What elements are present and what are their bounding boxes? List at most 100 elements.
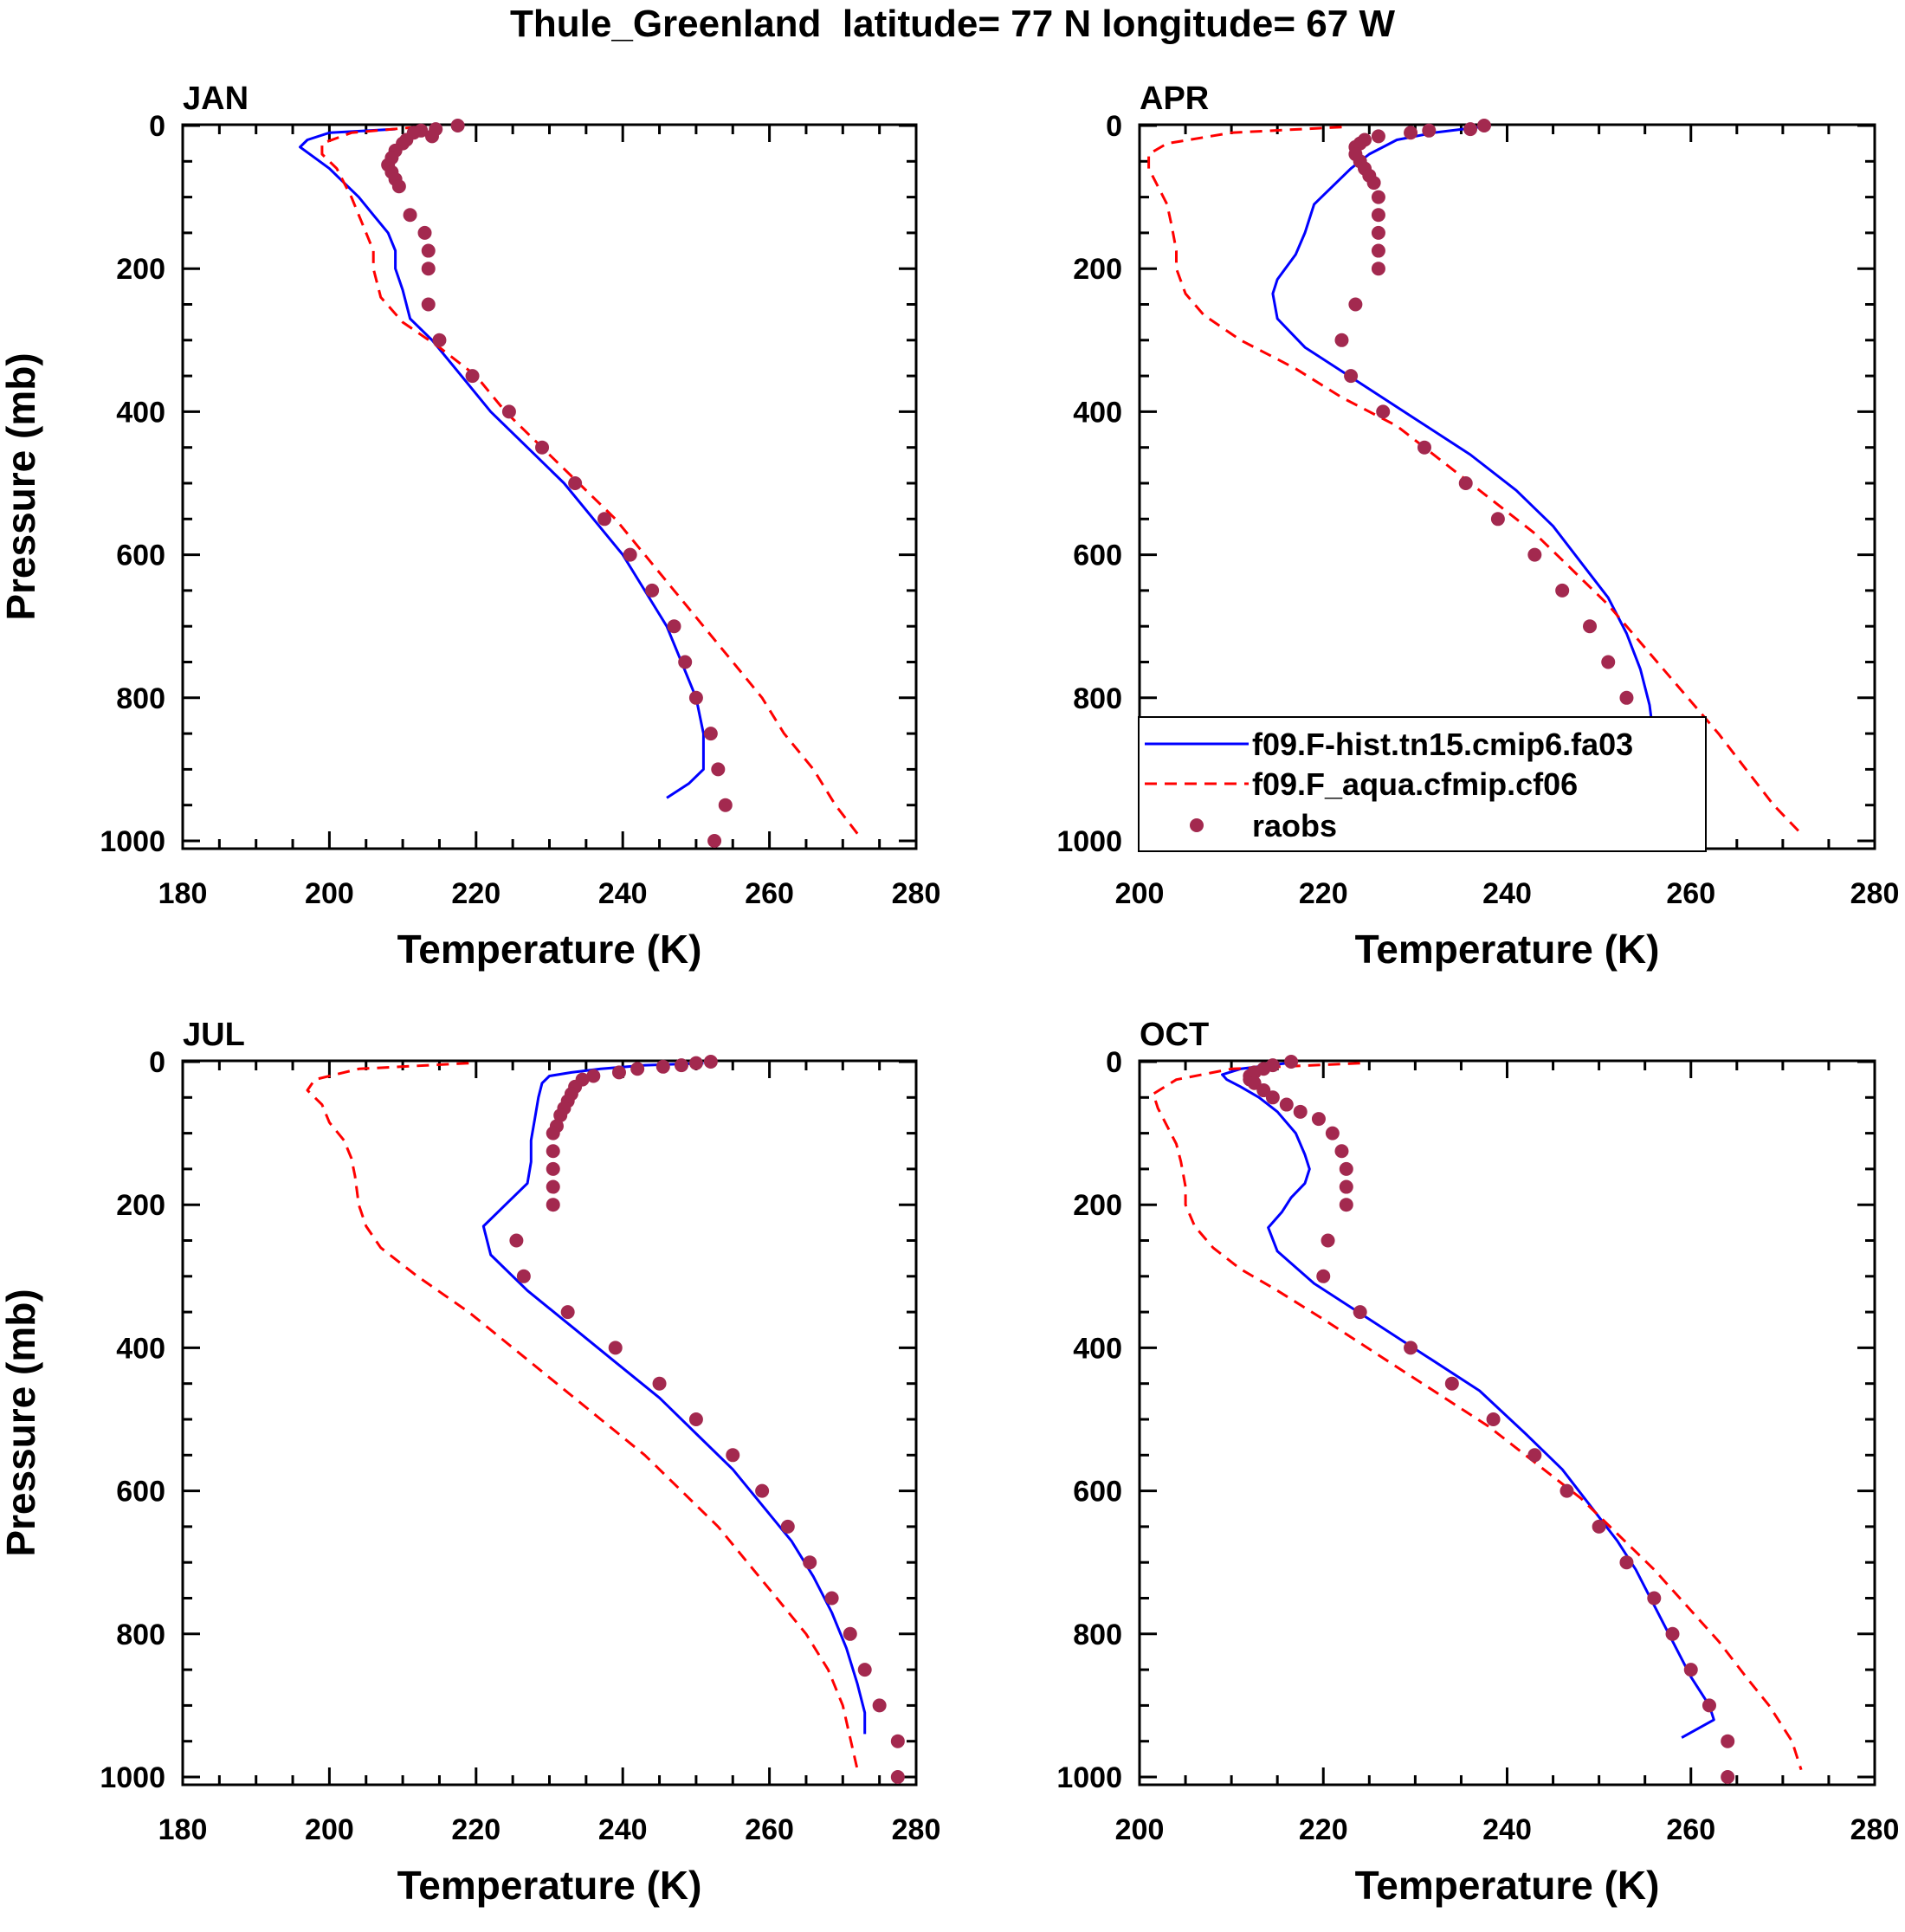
panel-label-jan: JAN: [183, 81, 249, 117]
raobs-point-jan: [403, 208, 417, 223]
raobs-point-oct: [1683, 1663, 1698, 1677]
y-tick-label: 400: [1073, 396, 1122, 429]
x-tick-label: 260: [745, 877, 794, 910]
y-tick-label: 0: [1106, 1046, 1122, 1079]
raobs-point-jan: [568, 476, 583, 490]
raobs-point-oct: [1279, 1097, 1294, 1112]
raobs-point-oct: [1619, 1555, 1634, 1570]
raobs-point-jul: [890, 1770, 905, 1784]
series-line-aqua-oct: [1152, 1062, 1803, 1771]
legend-swatch-raobs: [1190, 818, 1204, 832]
raobs-point-oct: [1339, 1161, 1353, 1176]
raobs-point-oct: [1486, 1412, 1501, 1426]
raobs-point-jan: [645, 583, 660, 598]
x-axis-label-oct: Temperature (K): [1355, 1863, 1660, 1908]
raobs-point-jul: [608, 1341, 623, 1355]
plot-frame-jan: [181, 123, 918, 850]
x-tick-label: 280: [892, 877, 941, 910]
raobs-point-apr: [1371, 262, 1385, 276]
raobs-point-jan: [707, 834, 722, 848]
raobs-point-jan: [678, 655, 693, 669]
panel-jul: JUL 180 200 220 240 260 280 0 200 400 600 800 1000 Te…: [0, 1017, 940, 1908]
x-tick-label: 180: [158, 1813, 208, 1846]
y-tick-label: 400: [1073, 1332, 1122, 1365]
plot-frame-oct: [1138, 1059, 1876, 1787]
raobs-point-apr: [1422, 123, 1437, 138]
series-line-aqua-jan: [320, 126, 859, 835]
raobs-point-jul: [872, 1698, 887, 1713]
raobs-point-jul: [546, 1144, 560, 1159]
raobs-point-jan: [703, 727, 718, 741]
raobs-point-apr: [1583, 619, 1598, 634]
x-tick-label: 220: [451, 1813, 500, 1846]
raobs-point-oct: [1325, 1126, 1340, 1140]
raobs-point-oct: [1293, 1104, 1308, 1119]
x-tick-label: 200: [305, 1813, 354, 1846]
raobs-point-apr: [1476, 119, 1491, 132]
x-axis-label-jul: Temperature (K): [397, 1863, 702, 1908]
panel-oct: OCT 200 220 240 260 280 0 200 400 600 800 1000 Tempe…: [1056, 1017, 1899, 1908]
raobs-point-jul: [586, 1069, 601, 1083]
x-axis-label-jan: Temperature (K): [397, 927, 702, 972]
series-line-aqua-jul: [306, 1062, 859, 1771]
raobs-point-oct: [1721, 1770, 1735, 1784]
raobs-point-oct: [1353, 1305, 1367, 1320]
x-tick-label: 200: [1115, 1813, 1165, 1846]
y-tick-label: 200: [116, 253, 165, 286]
y-tick-label: 1000: [1056, 825, 1122, 858]
y-tick-label: 600: [116, 1476, 165, 1509]
x-tick-label: 260: [745, 1813, 794, 1846]
raobs-point-jan: [450, 119, 465, 132]
raobs-point-apr: [1404, 126, 1418, 140]
legend-label-raobs: raobs: [1252, 808, 1337, 843]
x-tick-label: 260: [1666, 1813, 1715, 1846]
raobs-point-jul: [630, 1062, 645, 1076]
x-tick-label: 220: [451, 877, 500, 910]
raobs-point-jul: [703, 1055, 718, 1069]
x-tick-label: 280: [892, 1813, 941, 1846]
x-tick-label: 220: [1299, 877, 1348, 910]
y-tick-label: 200: [116, 1189, 165, 1222]
y-axis-label-jul: Pressure (mb): [0, 1289, 43, 1556]
y-tick-label: 800: [1073, 682, 1122, 715]
y-tick-label: 800: [116, 682, 165, 715]
raobs-point-jan: [417, 225, 432, 240]
raobs-point-oct: [1339, 1179, 1353, 1194]
raobs-point-apr: [1490, 512, 1505, 527]
raobs-point-oct: [1560, 1483, 1574, 1498]
raobs-point-jan: [718, 798, 733, 812]
raobs-point-jul: [546, 1126, 560, 1140]
raobs-point-apr: [1376, 404, 1391, 419]
raobs-point-jul: [611, 1065, 626, 1080]
raobs-point-jul: [553, 1108, 568, 1122]
raobs-point-jul: [824, 1591, 839, 1606]
x-tick-label: 240: [1482, 877, 1532, 910]
y-tick-label: 200: [1073, 1189, 1122, 1222]
y-tick-label: 0: [149, 110, 165, 143]
raobs-point-jan: [711, 762, 726, 777]
y-tick-label: 600: [116, 540, 165, 572]
raobs-point-jul: [509, 1233, 524, 1248]
raobs-point-oct: [1527, 1448, 1542, 1463]
raobs-point-oct: [1311, 1112, 1326, 1127]
series-line-cmip6-jul: [481, 1062, 867, 1735]
raobs-point-oct: [1702, 1698, 1716, 1713]
x-tick-label: 240: [598, 1813, 648, 1846]
raobs-point-jan: [688, 690, 703, 705]
y-tick-label: 400: [116, 1332, 165, 1365]
y-tick-label: 600: [1073, 540, 1122, 572]
raobs-point-jan: [465, 369, 480, 384]
raobs-point-jul: [688, 1412, 703, 1426]
raobs-point-jan: [421, 262, 436, 276]
legend: f09.F-hist.tn15.cmip6.fa03 f09.F_aqua.cf…: [1138, 716, 1707, 852]
raobs-point-apr: [1334, 333, 1349, 347]
raobs-point-jul: [655, 1059, 670, 1074]
raobs-point-jul: [755, 1483, 770, 1498]
y-tick-label: 1000: [1056, 1761, 1122, 1794]
raobs-point-oct: [1647, 1591, 1662, 1606]
raobs-point-jan: [421, 243, 436, 258]
raobs-point-jul: [560, 1305, 575, 1320]
raobs-point-jul: [843, 1626, 857, 1641]
raobs-point-jul: [516, 1269, 531, 1283]
raobs-point-apr: [1527, 547, 1542, 562]
